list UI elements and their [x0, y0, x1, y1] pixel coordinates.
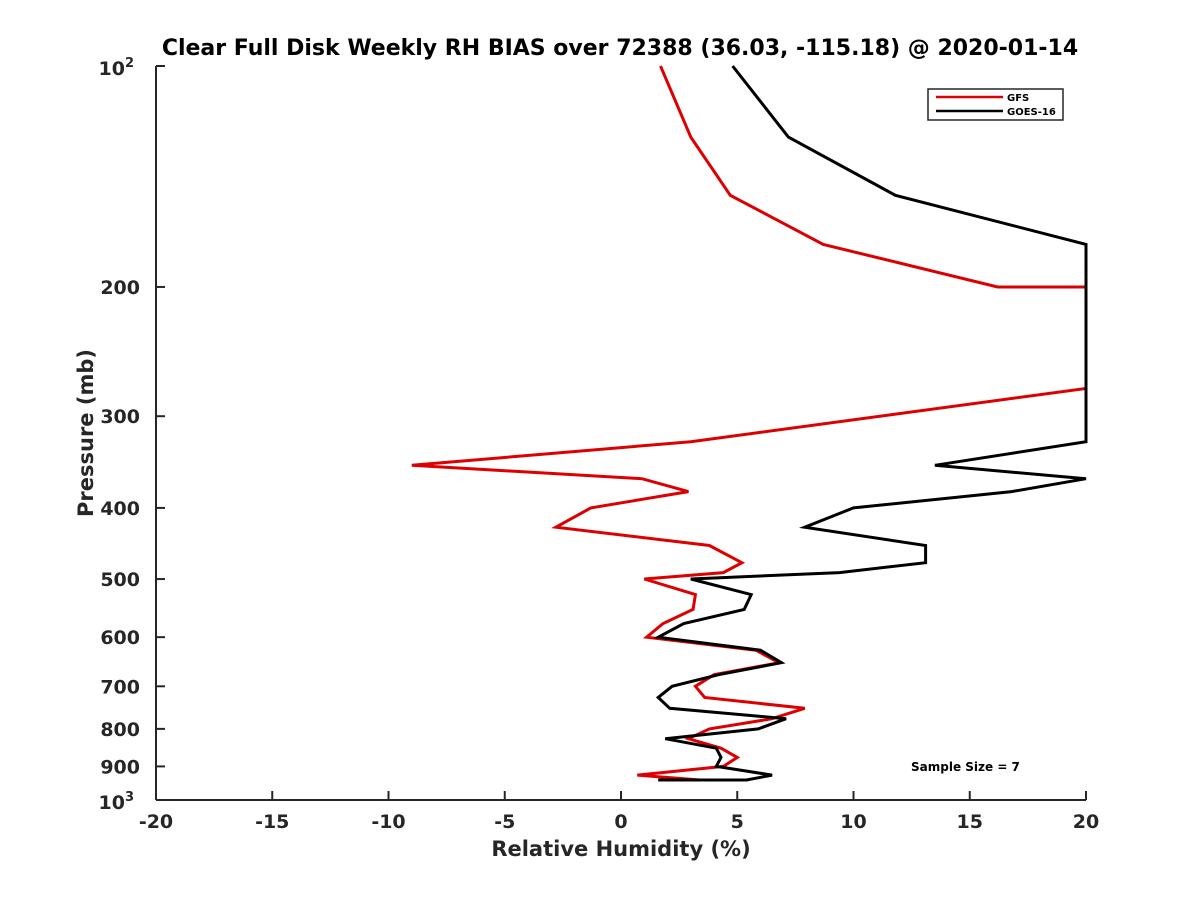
x-tick-label: 20	[1073, 811, 1099, 833]
y-tick-label-top: 102	[99, 56, 135, 80]
chart-title: Clear Full Disk Weekly RH BIAS over 7238…	[162, 36, 1078, 61]
legend-box	[927, 88, 1064, 121]
x-tick-label: -5	[494, 811, 515, 833]
x-tick-label: 10	[840, 811, 866, 833]
legend-label-goes16: GOES-16	[1007, 107, 1056, 118]
y-tick-label: 400	[100, 498, 140, 520]
y-tick-label: 300	[100, 406, 140, 428]
x-axis-label: Relative Humidity (%)	[491, 837, 750, 861]
y-tick-label: 900	[100, 756, 140, 778]
y-tick-label: 800	[100, 719, 140, 741]
x-tick-label: -20	[139, 811, 173, 833]
y-tick-label: 600	[100, 627, 140, 649]
x-tick-label: 5	[731, 811, 744, 833]
y-tick-label: 500	[100, 569, 140, 591]
sample-size-annotation: Sample Size = 7	[911, 760, 1020, 774]
x-tick-label: 0	[614, 811, 627, 833]
y-axis-ticks: 200 300 400 500 600 700 800 900	[100, 65, 165, 801]
series-line-goes16	[653, 65, 1088, 782]
x-tick-label: -15	[255, 811, 289, 833]
x-tick-label: -10	[371, 811, 405, 833]
legend: GFS GOES-16	[927, 88, 1064, 121]
y-tick-label: 200	[100, 277, 140, 299]
y-axis-label: Pressure (mb)	[74, 349, 98, 517]
series-lines	[411, 65, 1088, 782]
y-tick-label-bottom: 103	[99, 790, 135, 814]
series-line-gfs	[411, 65, 1088, 782]
x-tick-label: 15	[957, 811, 983, 833]
legend-label-gfs: GFS	[1007, 93, 1029, 104]
y-tick-label: 700	[100, 676, 140, 698]
x-axis-ticks: -20 -15 -10 -5 0 5 10 15 20	[139, 791, 1099, 833]
